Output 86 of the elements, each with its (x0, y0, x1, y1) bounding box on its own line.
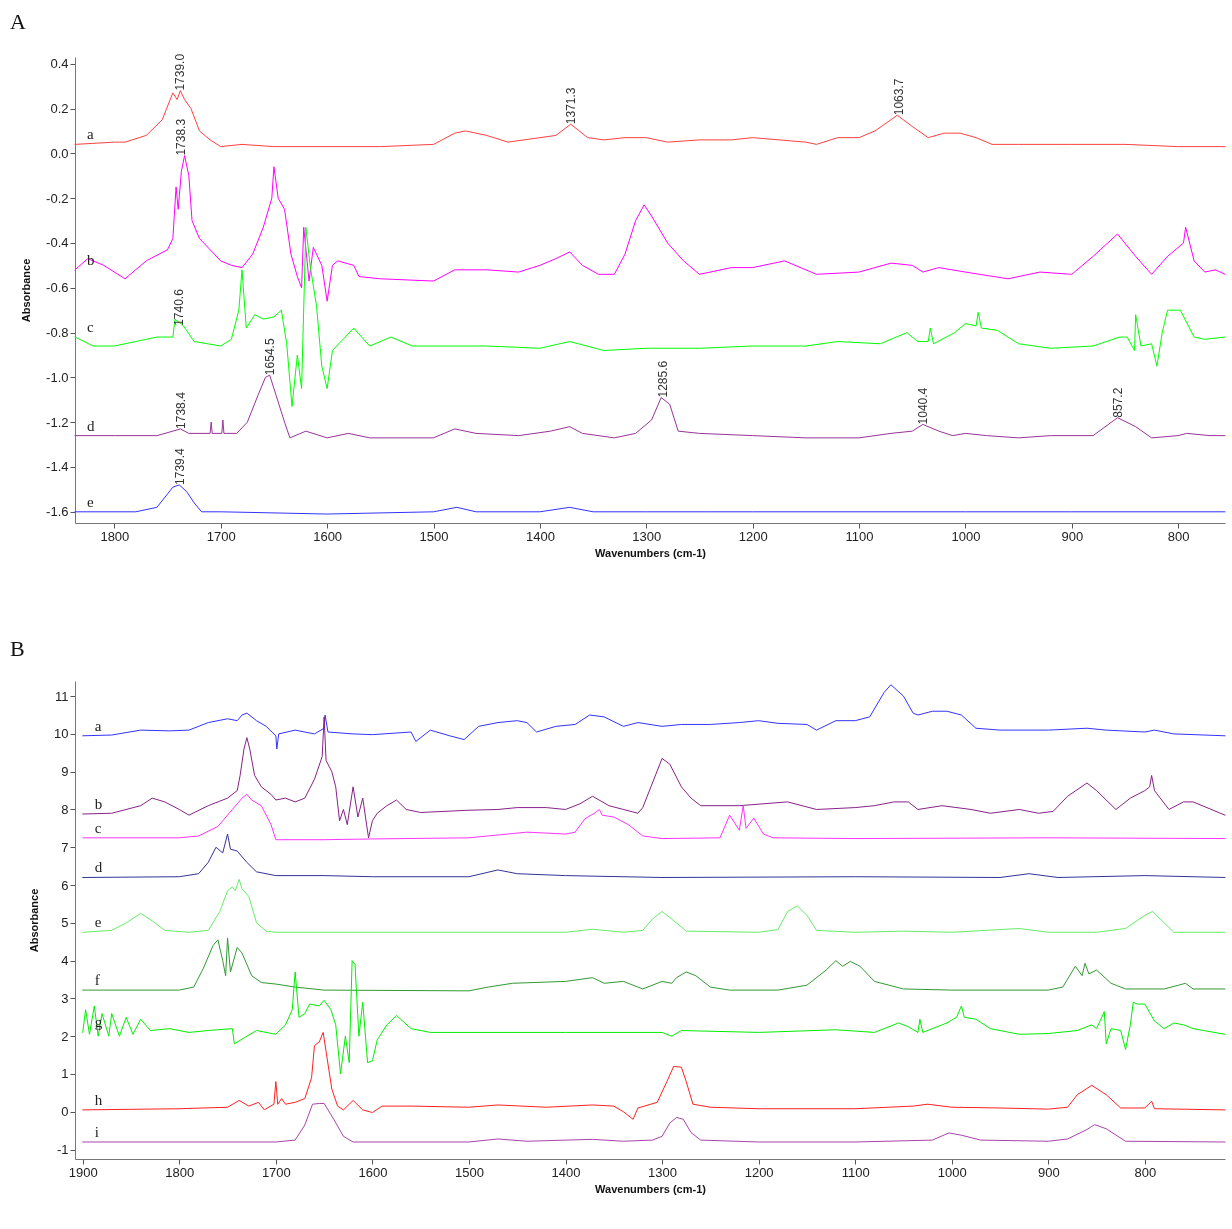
annotation: 857.2 (1111, 387, 1126, 418)
x-tick-label: 900 (1037, 1164, 1060, 1180)
x-axis-title: Wavenumbers (cm-1) (595, 546, 707, 559)
y-tick-label: -1.2 (46, 414, 69, 430)
annotation: 1285.6 (655, 360, 670, 398)
x-tick-label: 1200 (738, 528, 768, 544)
x-tick-label: 1900 (68, 1164, 98, 1180)
y-tick-label: 6 (61, 877, 69, 893)
y-tick-label: -1 (56, 1142, 69, 1158)
annotation: 1739.0 (173, 53, 188, 91)
line-series (74, 484, 1226, 515)
y-tick-label: 3 (61, 990, 69, 1006)
y-tick-label: 0.4 (50, 56, 69, 72)
x-tick-label: 1200 (744, 1164, 774, 1180)
x-tick-label: 800 (1167, 528, 1190, 544)
series-label: a (87, 126, 94, 143)
annotation: 1654.5 (263, 338, 278, 376)
series-label: e (94, 914, 102, 931)
x-tick-label: 1700 (206, 528, 236, 544)
y-axis-title: Absorbance (20, 258, 33, 323)
line-series (82, 960, 1226, 1075)
y-tick-label: -0.4 (46, 235, 69, 251)
series-label: c (87, 319, 94, 336)
line-series (82, 716, 1226, 839)
y-tick-label: 7 (61, 839, 69, 855)
x-tick-label: 1500 (454, 1164, 484, 1180)
series-label: d (87, 417, 95, 434)
y-tick-label: -1.4 (46, 459, 69, 475)
x-tick-label: 1600 (313, 528, 343, 544)
x-tick-label: 1400 (551, 1164, 581, 1180)
y-tick-label: -0.8 (46, 325, 69, 341)
x-tick-label: 1300 (632, 528, 662, 544)
y-tick-label: 11 (55, 688, 69, 704)
series-label: i (94, 1124, 99, 1140)
annotation: 1063.7 (891, 78, 906, 116)
series-label: c (94, 819, 102, 836)
x-tick-label: 1600 (358, 1164, 388, 1180)
series-label: a (94, 717, 102, 734)
x-tick-label: 1100 (841, 1164, 870, 1180)
series-label: f (94, 972, 100, 989)
line-series (82, 937, 1226, 992)
x-tick-label: 1700 (261, 1164, 291, 1180)
chart-title: B (10, 636, 25, 661)
line-series (82, 793, 1226, 841)
y-tick-label: -0.6 (46, 280, 69, 296)
x-axis-title: Wavenumbers (cm-1) (595, 1182, 707, 1195)
x-tick-label: 1000 (937, 1164, 967, 1180)
line-series (82, 833, 1226, 878)
x-tick-label: 800 (1134, 1164, 1157, 1180)
x-tick-label: 1800 (165, 1164, 195, 1180)
x-tick-label: 1400 (525, 528, 555, 544)
series-label: h (94, 1091, 103, 1108)
x-tick-label: 1100 (845, 528, 874, 544)
annotation: 1040.4 (916, 387, 931, 425)
x-tick-label: 1300 (648, 1164, 678, 1180)
series-label: e (87, 493, 94, 510)
y-tick-label: -1.6 (46, 504, 69, 520)
annotation: 1740.6 (171, 288, 186, 326)
y-axis-title: Absorbance (28, 888, 41, 953)
y-tick-label: 8 (61, 801, 69, 817)
x-tick-label: 1500 (419, 528, 449, 544)
x-tick-label: 900 (1061, 528, 1084, 544)
annotation: 1738.3 (174, 118, 188, 156)
line-series (82, 1031, 1226, 1120)
annotation: 1738.4 (173, 391, 188, 429)
annotation: 1371.3 (564, 87, 579, 125)
annotation: 1739.4 (172, 447, 187, 485)
y-tick-label: 10 (54, 726, 69, 742)
series-label: g (94, 1014, 103, 1031)
y-tick-label: -0.2 (46, 190, 69, 206)
line-series (82, 878, 1226, 933)
y-tick-label: 0.0 (50, 145, 69, 161)
x-tick-label: 1800 (100, 528, 130, 544)
chart-title: A (10, 8, 26, 34)
line-series (82, 684, 1226, 750)
series-label: d (94, 859, 103, 876)
x-tick-label: 1000 (951, 528, 981, 544)
y-tick-label: 0.2 (50, 101, 69, 117)
y-tick-label: 2 (61, 1028, 69, 1044)
y-tick-label: 9 (61, 764, 69, 780)
y-tick-label: 1 (61, 1066, 69, 1082)
y-tick-label: 0 (61, 1104, 69, 1120)
series-label: b (94, 796, 103, 813)
y-tick-label: -1.0 (46, 369, 69, 385)
y-tick-label: 5 (61, 915, 69, 931)
y-tick-label: 4 (61, 953, 69, 969)
